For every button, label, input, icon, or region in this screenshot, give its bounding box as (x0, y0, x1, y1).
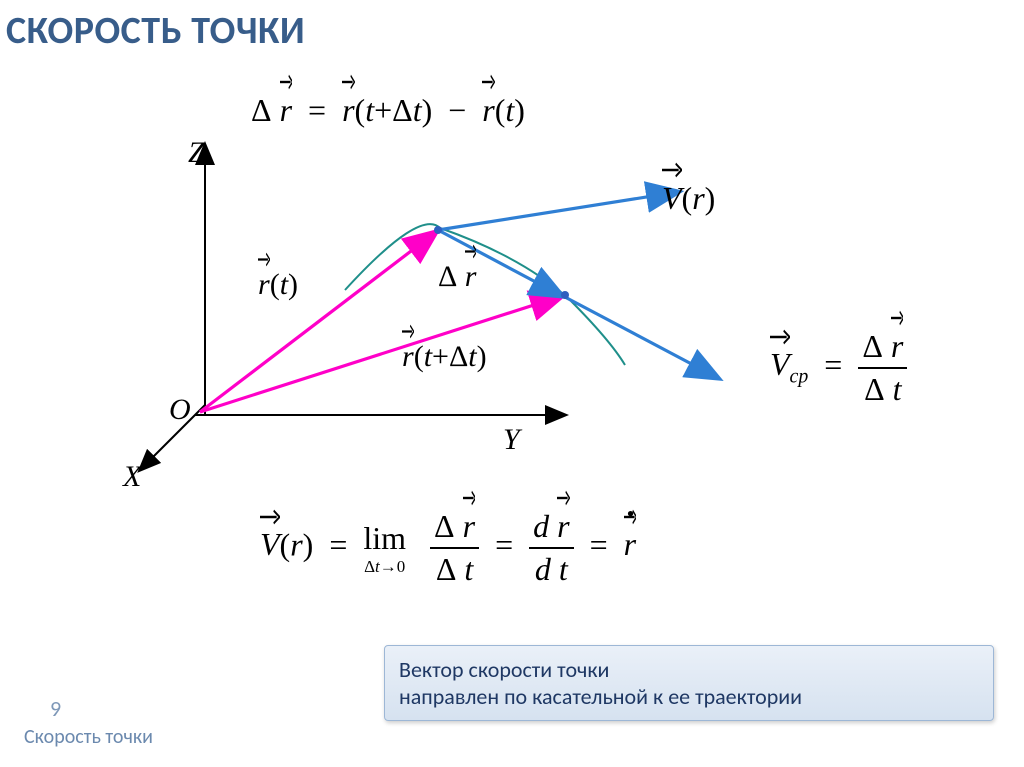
slide-number: 9 (50, 695, 61, 722)
eq-v-definition: V(r) = lim Δt→0 Δ r Δ t = d r d t = r • (260, 508, 636, 588)
callout-text: Вектор скорости точки направлен по касат… (399, 656, 802, 710)
footer-label: Скорость точки (24, 725, 153, 749)
label-y: Y (503, 423, 520, 457)
point-p2 (561, 291, 569, 299)
label-v-r: V(r) (662, 180, 715, 217)
eq-delta-r: Δ r = r(t+Δt) − r(t) (251, 92, 525, 129)
label-delta-r: Δ r (438, 260, 476, 294)
vector-r-t (200, 232, 436, 412)
label-z: Z (188, 136, 205, 170)
vector-v-tangent (438, 192, 678, 230)
eq-v-cp: Vcp = Δ r Δ t (770, 328, 907, 408)
callout-box: Вектор скорости точки направлен по касат… (384, 645, 994, 721)
label-r-t-dt: r(t+Δt) (402, 340, 487, 374)
label-origin: O (169, 393, 191, 427)
label-r-t: r(t) (258, 268, 298, 302)
point-p1 (434, 226, 442, 234)
label-x: X (123, 460, 141, 494)
page-title: СКОРОСТЬ ТОЧКИ (6, 8, 305, 54)
vector-v-cp (563, 296, 718, 378)
vector-r-t-dt (200, 296, 562, 412)
